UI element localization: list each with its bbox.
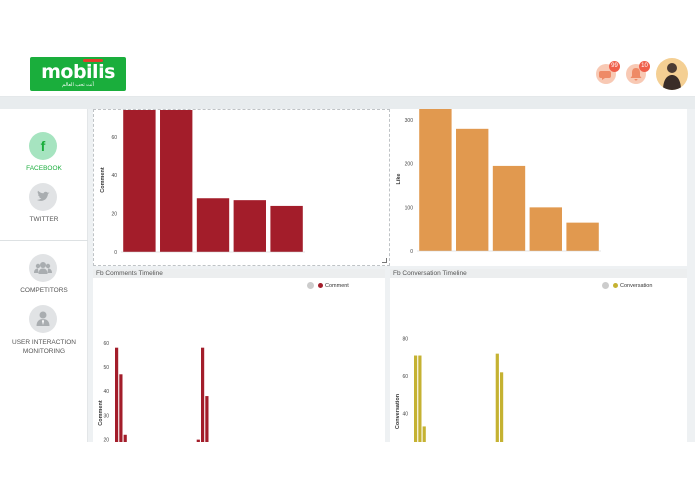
top-header: mobilis أنت تحب العالم 99 10 xyxy=(0,52,695,97)
bar xyxy=(422,426,426,488)
legend-swatch xyxy=(613,283,618,289)
y-tick-label: 50 xyxy=(103,365,109,371)
conversation-timeline-title: Fb Conversation Timeline xyxy=(390,269,687,278)
bar xyxy=(418,355,422,488)
mobilis-logo[interactable]: mobilis أنت تحب العالم xyxy=(30,57,126,91)
sidebar-item-twitter[interactable]: TWITTER xyxy=(29,216,59,223)
bar xyxy=(270,205,303,252)
dashboard-main: 0204060Comment509847714693_1015...509847… xyxy=(88,107,695,492)
y-tick-label: 30 xyxy=(103,413,109,419)
user-tie-icon[interactable] xyxy=(29,305,57,333)
sidebar-item-label-line2: MONITORING xyxy=(22,348,66,355)
bar xyxy=(456,128,489,251)
y-tick-label: 60 xyxy=(111,135,117,141)
bar xyxy=(196,439,200,488)
bar xyxy=(115,347,119,488)
comments-legend: Comment xyxy=(307,282,349,290)
sidebar-item-competitors[interactable]: COMPETITORS xyxy=(20,287,68,294)
y-tick-label: 0 xyxy=(114,250,117,256)
y-tick-label: 80 xyxy=(402,337,408,343)
bar xyxy=(419,107,452,251)
legend-label: Conversation xyxy=(620,283,653,289)
twitter-icon[interactable] xyxy=(29,183,57,211)
bar xyxy=(495,353,499,488)
facebook-icon[interactable]: f xyxy=(29,132,57,160)
bar xyxy=(492,165,526,251)
bell-icon[interactable]: 10 xyxy=(626,61,650,84)
legend-nav-icon[interactable] xyxy=(602,282,609,290)
y-tick-label: 100 xyxy=(405,205,414,211)
bar xyxy=(123,434,127,488)
legend-nav-icon[interactable] xyxy=(307,282,314,290)
y-axis-label: Comment xyxy=(100,167,106,193)
logo-accent xyxy=(83,59,103,62)
bar xyxy=(233,200,266,252)
bar xyxy=(414,355,418,488)
y-tick-label: 40 xyxy=(402,411,408,417)
comments-per-post-panel: 0204060Comment509847714693_1015...509847… xyxy=(93,108,390,348)
y-axis-label: Conversation xyxy=(395,393,401,429)
header-strip xyxy=(0,97,695,109)
conversation-timeline-panel: Fb Conversation Timeline Conversation 02… xyxy=(390,269,687,492)
y-tick-label: 40 xyxy=(103,389,109,395)
sidebar-item-label-line1: USER INTERACTION xyxy=(12,339,76,346)
sidebar: f FACEBOOK TWITTER COMPETITORS USER INTE… xyxy=(0,109,88,442)
bar xyxy=(205,396,209,488)
bar xyxy=(500,372,504,488)
bar xyxy=(201,347,205,488)
group-icon[interactable] xyxy=(29,254,57,282)
comments-timeline-title: Fb Comments Timeline xyxy=(93,269,385,278)
resize-handle[interactable] xyxy=(382,258,387,263)
comments-timeline-chart: 0102030405060Comment xyxy=(98,341,293,492)
user-avatar[interactable] xyxy=(656,58,688,90)
likes-per-post-chart: 0100200300Like509847714693_1015...509847… xyxy=(396,107,601,347)
chat-icon[interactable]: 99 xyxy=(596,61,620,84)
y-tick-label: 0 xyxy=(410,249,413,255)
y-tick-label: 40 xyxy=(111,173,117,179)
comments-per-post-chart: 0204060Comment509847714693_1015...509847… xyxy=(100,108,305,348)
conversation-timeline-chart: 020406080Conversation xyxy=(395,337,590,492)
bar xyxy=(119,374,123,488)
bar xyxy=(529,207,562,251)
svg-text:f: f xyxy=(41,138,46,154)
app-frame: mobilis أنت تحب العالم 99 10 f FACEBOOK … xyxy=(0,52,695,492)
conversation-legend: Conversation xyxy=(602,282,652,290)
y-tick-label: 60 xyxy=(103,341,109,347)
bar xyxy=(160,108,193,252)
sidebar-item-facebook[interactable]: FACEBOOK xyxy=(26,165,62,172)
y-tick-label: 20 xyxy=(111,212,117,218)
bar xyxy=(196,198,230,252)
y-axis-label: Comment xyxy=(98,400,104,426)
y-tick-label: 60 xyxy=(402,374,408,380)
bar xyxy=(566,222,599,251)
sidebar-divider xyxy=(0,240,88,241)
logo-text: mobilis xyxy=(41,61,115,83)
legend-swatch xyxy=(318,283,323,289)
messages-count-badge: 99 xyxy=(609,61,620,72)
logo-tagline: أنت تحب العالم xyxy=(62,82,94,88)
y-axis-label: Like xyxy=(396,173,402,184)
bar xyxy=(123,108,156,252)
y-tick-label: 300 xyxy=(405,118,414,124)
legend-label: Comment xyxy=(325,283,349,289)
y-tick-label: 20 xyxy=(103,438,109,442)
alerts-count-badge: 10 xyxy=(639,61,650,72)
likes-per-post-panel: 0100200300Like509847714693_1015...509847… xyxy=(390,107,687,347)
y-tick-label: 200 xyxy=(405,162,414,168)
comments-timeline-panel: Fb Comments Timeline Comment 01020304050… xyxy=(93,269,385,492)
